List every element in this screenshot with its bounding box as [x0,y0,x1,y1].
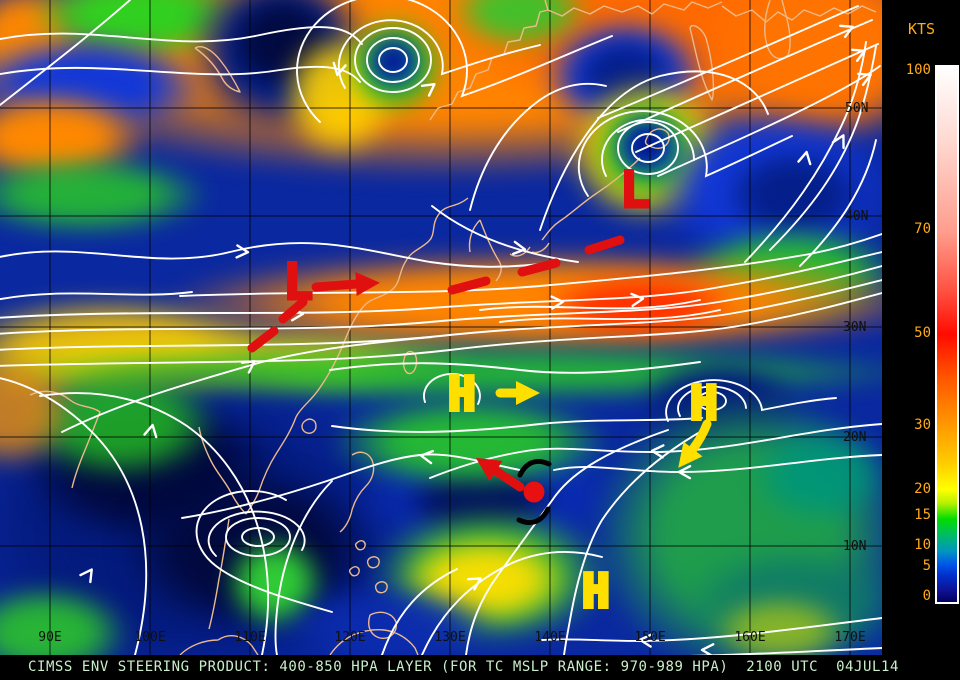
colorbar-tick: 100 [905,62,931,78]
colorbar-tick: 15 [914,507,931,523]
lat-label: 20N [843,430,866,445]
colorbar-tick: 50 [914,325,931,341]
colorbar-tick: 10 [914,537,931,553]
red-arrow-northwest [475,457,525,492]
yellow-arrow-southwest [678,419,712,468]
lat-label: 50N [845,101,868,116]
flow-arrowheads [79,24,872,655]
track-dash [517,258,561,277]
colorbar-tick: 20 [914,481,931,497]
lon-label: 120E [334,630,365,645]
lon-label: 110E [234,630,265,645]
low-marker-japan: L [620,161,650,219]
lon-label: 140E [534,630,565,645]
lon-label: 100E [134,630,165,645]
lon-label: 130E [434,630,465,645]
map-overlay: 90E 100E 110E 120E 130E 140E 150E 160E 1… [0,0,882,655]
tropical-cyclone-symbol [516,459,552,525]
track-dash [247,326,279,353]
low-marker-china: L [283,253,313,311]
track-dash [447,276,491,295]
yellow-arrow-east [495,381,540,405]
lon-label: 170E [834,630,865,645]
guidance-annotations: L L H H H [247,160,720,620]
colorbar-tick: 0 [922,588,931,604]
wind-speed-colorbar [935,65,959,604]
track-dash [278,297,308,324]
colorbar-tick: 5 [922,558,931,574]
lon-label: 160E [734,630,765,645]
steering-map[interactable]: 90E 100E 110E 120E 130E 140E 150E 160E 1… [0,0,882,655]
colorbar-tick: 30 [914,417,931,433]
track-dash [584,235,625,255]
colorbar-panel: KTS 100 70 50 30 20 15 10 5 0 [882,0,960,680]
colorbar-unit-label: KTS [908,20,936,38]
red-arrow-east [311,272,380,296]
lat-label: 40N [845,209,868,224]
streamlines-layer [0,0,882,655]
lat-label: 10N [843,539,866,554]
lon-label: 90E [38,630,61,645]
product-caption: CIMSS ENV STEERING PRODUCT: 400-850 HPA … [28,659,899,675]
lon-label: 150E [634,630,665,645]
caption-bar: CIMSS ENV STEERING PRODUCT: 400-850 HPA … [0,655,960,680]
high-marker-west: H [448,367,476,421]
grid-labels: 90E 100E 110E 120E 130E 140E 150E 160E 1… [38,101,868,645]
high-marker-south: H [582,564,610,618]
latlon-grid [0,0,882,655]
colorbar-tick: 70 [914,221,931,237]
lat-label: 30N [843,320,866,335]
